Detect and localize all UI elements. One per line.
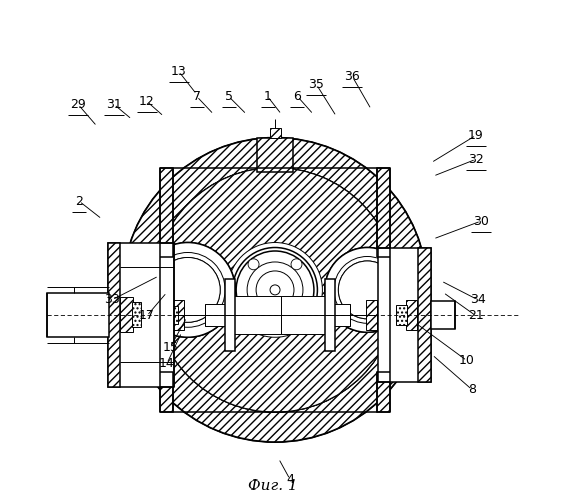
Text: 4: 4 <box>286 473 294 486</box>
Text: 14: 14 <box>159 357 175 370</box>
Bar <box>108 242 174 387</box>
Wedge shape <box>123 138 427 442</box>
Wedge shape <box>325 248 409 332</box>
Text: 12: 12 <box>139 95 155 108</box>
Bar <box>377 372 390 412</box>
Bar <box>225 279 235 350</box>
Bar <box>160 168 173 258</box>
Bar <box>326 304 350 326</box>
Wedge shape <box>338 261 396 319</box>
Circle shape <box>334 256 401 324</box>
Bar <box>377 168 390 258</box>
Circle shape <box>248 310 259 321</box>
Bar <box>378 248 431 382</box>
Circle shape <box>247 262 303 318</box>
Text: 32: 32 <box>468 153 484 166</box>
Circle shape <box>153 168 397 412</box>
Circle shape <box>270 285 280 295</box>
Bar <box>257 138 293 172</box>
Text: 21: 21 <box>468 310 484 322</box>
Text: 35: 35 <box>308 78 324 91</box>
Bar <box>205 304 226 326</box>
Bar <box>173 306 178 324</box>
Circle shape <box>325 248 409 332</box>
Bar <box>173 300 184 330</box>
Text: 31: 31 <box>106 98 122 111</box>
Bar <box>366 300 377 330</box>
Wedge shape <box>140 242 235 338</box>
Text: 7: 7 <box>193 90 201 103</box>
Bar <box>281 296 326 334</box>
Text: Фиг. 1: Фиг. 1 <box>248 480 297 494</box>
Text: 2: 2 <box>75 194 83 207</box>
Bar <box>418 248 431 382</box>
Text: 8: 8 <box>468 383 476 396</box>
Circle shape <box>248 259 259 270</box>
Text: 29: 29 <box>70 98 86 111</box>
Text: 19: 19 <box>468 129 484 142</box>
Circle shape <box>123 138 427 442</box>
Circle shape <box>291 259 302 270</box>
Text: 33: 33 <box>104 294 120 306</box>
Bar <box>108 242 121 387</box>
Bar <box>431 301 454 329</box>
Circle shape <box>155 258 220 322</box>
Bar <box>396 305 407 325</box>
Bar <box>121 298 133 332</box>
Circle shape <box>236 251 314 329</box>
Circle shape <box>233 248 317 332</box>
Text: 34: 34 <box>470 294 486 306</box>
Text: 5: 5 <box>225 90 233 103</box>
Bar <box>325 279 335 350</box>
Text: 15: 15 <box>162 340 178 353</box>
Text: 30: 30 <box>473 214 489 228</box>
Bar <box>406 300 417 330</box>
Circle shape <box>256 271 294 309</box>
Wedge shape <box>153 168 397 412</box>
Text: 6: 6 <box>293 90 301 103</box>
Circle shape <box>140 242 235 338</box>
Text: 36: 36 <box>344 70 360 83</box>
Bar <box>132 302 141 328</box>
Text: 10: 10 <box>459 354 475 367</box>
Bar <box>47 293 109 337</box>
Text: 17: 17 <box>139 310 155 322</box>
Bar <box>226 296 281 334</box>
Circle shape <box>291 310 302 321</box>
Circle shape <box>151 252 225 328</box>
Wedge shape <box>155 258 220 322</box>
Text: 1: 1 <box>263 90 271 103</box>
Bar <box>270 128 281 138</box>
Bar <box>160 372 173 412</box>
Circle shape <box>338 261 396 319</box>
Text: 13: 13 <box>171 65 187 78</box>
